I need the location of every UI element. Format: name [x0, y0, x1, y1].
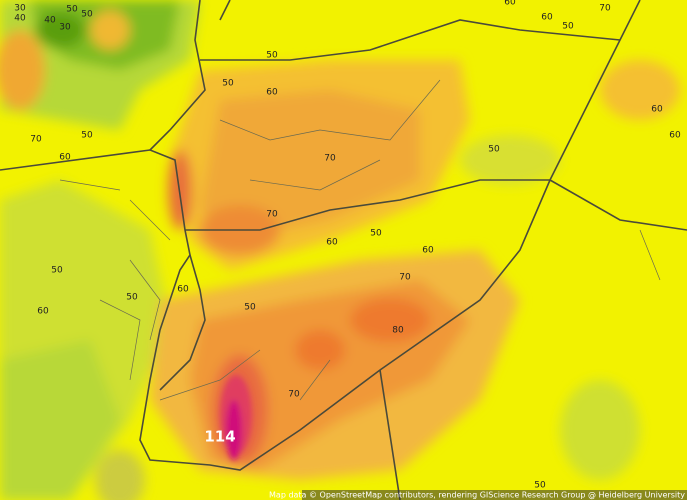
contour-label: 40	[44, 16, 56, 26]
contour-label: 70	[599, 4, 611, 14]
contour-label: 60	[422, 246, 434, 256]
contour-label: 50	[81, 10, 93, 20]
contour-label: 70	[399, 273, 411, 283]
peak-label: 114	[204, 428, 235, 446]
contour-label: 60	[266, 88, 278, 98]
attribution-bar	[302, 490, 687, 500]
contour-label: 70	[266, 210, 278, 220]
contour-label: 30	[14, 4, 26, 14]
contour-label: 60	[37, 307, 49, 317]
contour-label: 80	[392, 326, 404, 336]
contour-label: 60	[177, 285, 189, 295]
attribution: Map data © OpenStreetMap contributors, r…	[269, 491, 685, 500]
contour-label: 70	[324, 154, 336, 164]
contour-label: 50	[534, 481, 546, 491]
contour-label: 50	[51, 266, 63, 276]
contour-label: 50	[562, 22, 574, 32]
contour-label: 40	[14, 14, 26, 24]
contour-label: 50	[66, 5, 78, 15]
contour-label: 50	[370, 229, 382, 239]
contour-label: 50	[488, 145, 500, 155]
contour-label: 70	[30, 135, 42, 145]
contour-label: 50	[81, 131, 93, 141]
contour-label: 60	[59, 153, 71, 163]
contour-label: 50	[126, 293, 138, 303]
contour-label: 50	[244, 303, 256, 313]
contour-label: 50	[222, 79, 234, 89]
peak-area	[220, 375, 252, 460]
contour-label: 60	[504, 0, 516, 8]
contour-label: 70	[288, 390, 300, 400]
contour-label: 60	[651, 105, 663, 115]
contour-label: 50	[266, 51, 278, 61]
contour-label: 60	[541, 13, 553, 23]
contour-label: 30	[59, 23, 71, 33]
contour-label: 60	[669, 131, 681, 141]
contour-label: 60	[326, 238, 338, 248]
